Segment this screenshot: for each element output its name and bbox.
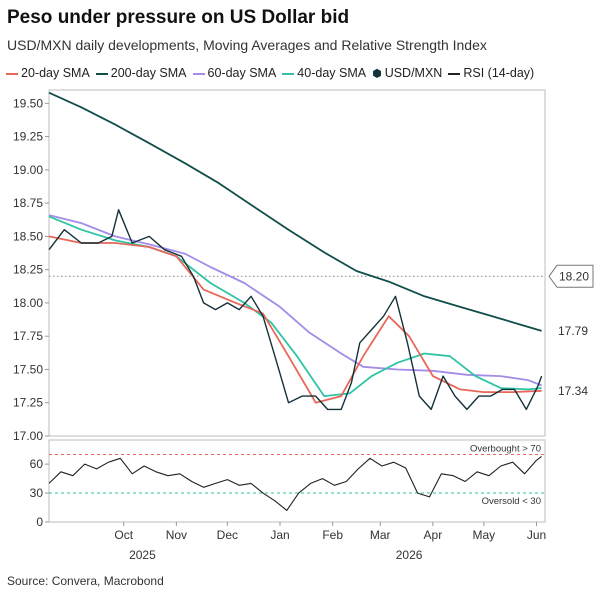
rsi-series (48, 455, 542, 511)
year-label: 2025 (129, 548, 156, 562)
x-tick-label: Apr (424, 528, 443, 542)
x-tick-label: Jun (527, 528, 546, 542)
y-tick-label: 17.75 (13, 329, 43, 343)
line-swatch-icon (282, 72, 295, 75)
y-tick-label: 17.25 (13, 396, 43, 410)
y-tick-label: 17.00 (13, 429, 43, 443)
year-label: 2026 (396, 548, 423, 562)
legend-label: 40-day SMA (297, 66, 367, 80)
60-day-sma-series (48, 214, 542, 387)
chart-title: Peso under pressure on US Dollar bid (7, 7, 350, 28)
rsi-y-tick-label: 0 (36, 515, 43, 529)
legend-item-0: 20-day SMA (6, 66, 90, 80)
rsi-y-tick-label: 60 (30, 457, 44, 471)
y-tick-label: 18.00 (13, 296, 43, 310)
usd-mxn-series (48, 209, 543, 411)
200-day-sma-series (48, 91, 542, 332)
legend-label: USD/MXN (384, 66, 443, 80)
legend-item-2: 60-day SMA (192, 66, 277, 80)
reference-callout (548, 264, 594, 288)
reference-label: 18.20 (559, 269, 589, 283)
y-tick-label: 18.25 (13, 263, 43, 277)
20-day-sma-series (48, 235, 542, 404)
x-tick-label: Oct (114, 528, 133, 542)
x-tick-label: May (473, 528, 496, 542)
line-swatch-icon (192, 72, 205, 75)
y-tick-label: 17.50 (13, 362, 43, 376)
legend-item-3: 40-day SMA (282, 66, 366, 80)
y-tick-label: 19.00 (13, 163, 43, 177)
x-tick-label: Nov (166, 528, 187, 542)
x-tick-label: Feb (322, 528, 343, 542)
chart-source: Source: Convera, Macrobond (7, 574, 164, 588)
legend-label: 60-day SMA (207, 66, 277, 80)
overbought-label: Overbought > 70 (470, 443, 541, 454)
y-tick-label: 19.50 (13, 96, 43, 110)
chart-legend: 20-day SMA 200-day SMA 60-day SMA 40-day SM… (6, 66, 540, 80)
main-plot-frame (48, 89, 546, 437)
legend-item-4: ⬢ USD/MXN (372, 66, 442, 80)
line-swatch-icon (95, 72, 108, 75)
end-value-label: 17.79 (558, 324, 588, 338)
y-tick-label: 18.50 (13, 229, 43, 243)
candle-swatch-icon: ⬢ (372, 68, 382, 80)
rsi-plot-frame (48, 439, 546, 523)
oversold-label: Oversold < 30 (482, 496, 541, 507)
x-tick-label: Mar (370, 528, 391, 542)
line-swatch-icon (448, 72, 461, 75)
legend-item-5: RSI (14-day) (448, 66, 534, 80)
y-tick-label: 19.25 (13, 130, 43, 144)
y-tick-label: 18.75 (13, 196, 43, 210)
legend-label: 20-day SMA (21, 66, 90, 80)
end-value-label: 17.34 (558, 384, 588, 398)
chart-subtitle: USD/MXN daily developments, Moving Avera… (7, 37, 487, 53)
rsi-y-tick-label: 30 (30, 486, 44, 500)
legend-label: 200-day SMA (110, 66, 187, 80)
x-tick-label: Jan (270, 528, 289, 542)
legend-label: RSI (14-day) (463, 66, 535, 80)
line-swatch-icon (6, 72, 18, 75)
x-tick-label: Dec (217, 528, 238, 542)
legend-item-1: 200-day SMA (95, 66, 187, 80)
